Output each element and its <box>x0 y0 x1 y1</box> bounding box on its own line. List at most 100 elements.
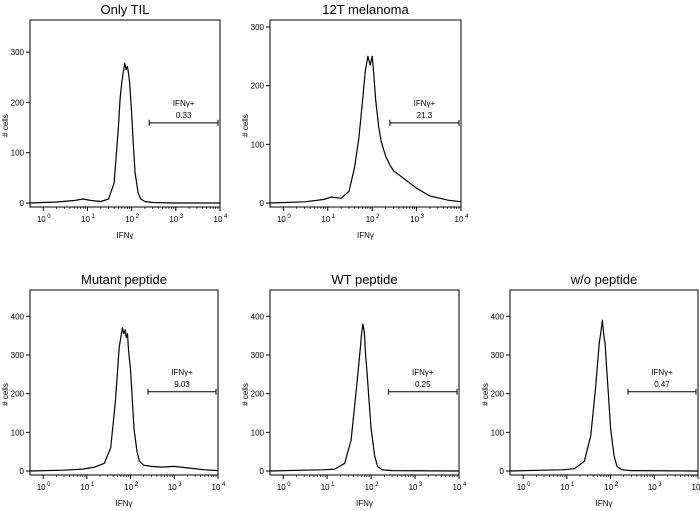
y-tick-label: 0 <box>260 467 265 476</box>
x-tick-exponent: 0 <box>47 482 51 488</box>
x-tick-exponent: 4 <box>222 482 226 488</box>
x-tick-label: 10 <box>37 215 46 224</box>
x-tick-label: 10 <box>321 215 330 224</box>
y-tick-label: 400 <box>11 312 25 321</box>
x-tick-label: 10 <box>125 215 134 224</box>
x-tick-label: 10 <box>37 483 46 492</box>
x-tick-label: 10 <box>80 483 89 492</box>
gate-label: IFNγ+ <box>412 368 434 377</box>
x-axis-label: IFNγ <box>117 231 134 240</box>
x-tick-exponent: 3 <box>421 214 425 220</box>
histogram-panel-5: w/o peptide0100200300400100101102103104I… <box>481 272 700 508</box>
x-tick-exponent: 3 <box>178 482 182 488</box>
plot-frame <box>29 289 219 476</box>
y-tick-label: 100 <box>251 428 265 437</box>
x-tick-exponent: 3 <box>419 482 423 488</box>
x-tick-exponent: 1 <box>91 214 95 220</box>
x-tick-label: 10 <box>214 215 223 224</box>
x-tick-label: 10 <box>321 483 330 492</box>
gate-marker: IFNγ+ 21.3 <box>389 99 460 126</box>
gate-label: IFNγ+ <box>414 99 436 108</box>
x-axis-label: IFNγ <box>357 231 374 240</box>
gate-percentage: 9.03 <box>174 380 190 389</box>
y-axis-label: # cells <box>241 114 250 137</box>
x-tick-exponent: 0 <box>287 482 291 488</box>
gate-label: IFNγ+ <box>171 368 193 377</box>
x-tick-label: 10 <box>692 483 700 492</box>
x-tick-exponent: 4 <box>465 214 469 220</box>
y-tick-label: 100 <box>11 149 25 158</box>
y-axis-label: # cells <box>481 383 490 406</box>
x-tick-exponent: 2 <box>376 214 380 220</box>
x-tick-label: 10 <box>365 483 374 492</box>
y-tick-label: 300 <box>251 23 265 32</box>
y-tick-label: 300 <box>11 48 25 57</box>
histogram-curve <box>29 62 220 204</box>
x-tick-label: 10 <box>169 215 178 224</box>
y-tick-label: 0 <box>260 199 265 208</box>
y-tick-label: 200 <box>11 98 25 107</box>
x-tick-label: 10 <box>560 483 569 492</box>
x-tick-exponent: 1 <box>571 482 575 488</box>
x-tick-label: 10 <box>410 215 419 224</box>
x-tick-exponent: 0 <box>47 214 51 220</box>
x-axis-label: IFNγ <box>116 499 133 508</box>
y-tick-label: 100 <box>11 428 25 437</box>
x-tick-label: 10 <box>455 215 464 224</box>
y-tick-label: 300 <box>251 351 265 360</box>
y-tick-label: 200 <box>491 390 505 399</box>
gate-marker: IFNγ+ 9.03 <box>147 368 217 395</box>
x-tick-exponent: 2 <box>135 482 139 488</box>
x-tick-exponent: 2 <box>136 214 140 220</box>
histogram-curve <box>29 327 219 472</box>
y-axis-label: # cells <box>1 383 10 406</box>
gate-marker: IFNγ+ 0.33 <box>148 99 219 126</box>
y-tick-label: 0 <box>500 467 505 476</box>
x-axis-label: IFNγ <box>356 499 373 508</box>
x-axis-label: IFNγ <box>596 499 613 508</box>
x-tick-label: 10 <box>81 215 90 224</box>
x-tick-exponent: 1 <box>91 482 95 488</box>
x-tick-exponent: 4 <box>463 482 467 488</box>
histogram-curve <box>269 323 460 472</box>
histogram-curve <box>509 319 699 472</box>
y-tick-label: 0 <box>20 199 25 208</box>
gate-percentage: 0.47 <box>654 380 670 389</box>
y-tick-label: 300 <box>491 351 505 360</box>
x-tick-label: 10 <box>277 215 286 224</box>
plot-frame <box>509 289 699 476</box>
panel-title: Mutant peptide <box>81 272 167 287</box>
y-tick-label: 400 <box>491 312 505 321</box>
y-axis-label: # cells <box>241 383 250 406</box>
y-tick-label: 100 <box>491 428 505 437</box>
gate-percentage: 21.3 <box>417 111 433 120</box>
x-tick-exponent: 2 <box>615 482 619 488</box>
x-tick-label: 10 <box>648 483 657 492</box>
x-tick-label: 10 <box>168 483 177 492</box>
plot-frame <box>269 19 462 208</box>
plot-frame <box>29 19 221 208</box>
x-tick-exponent: 3 <box>180 214 184 220</box>
gate-percentage: 0.33 <box>176 111 192 120</box>
x-tick-label: 10 <box>409 483 418 492</box>
x-tick-label: 10 <box>277 483 286 492</box>
gate-percentage: 0.25 <box>415 380 431 389</box>
y-tick-label: 200 <box>251 390 265 399</box>
gate-marker: IFNγ+ 0.47 <box>627 368 697 395</box>
gate-label: IFNγ+ <box>173 99 195 108</box>
y-tick-label: 200 <box>11 390 25 399</box>
x-tick-exponent: 0 <box>527 482 531 488</box>
plot-frame <box>269 289 460 476</box>
x-tick-label: 10 <box>212 483 221 492</box>
y-axis-label: # cells <box>1 114 10 137</box>
x-tick-label: 10 <box>124 483 133 492</box>
y-tick-label: 0 <box>20 467 25 476</box>
y-tick-label: 400 <box>251 312 265 321</box>
x-tick-exponent: 1 <box>332 214 336 220</box>
x-tick-label: 10 <box>517 483 526 492</box>
x-tick-exponent: 2 <box>375 482 379 488</box>
